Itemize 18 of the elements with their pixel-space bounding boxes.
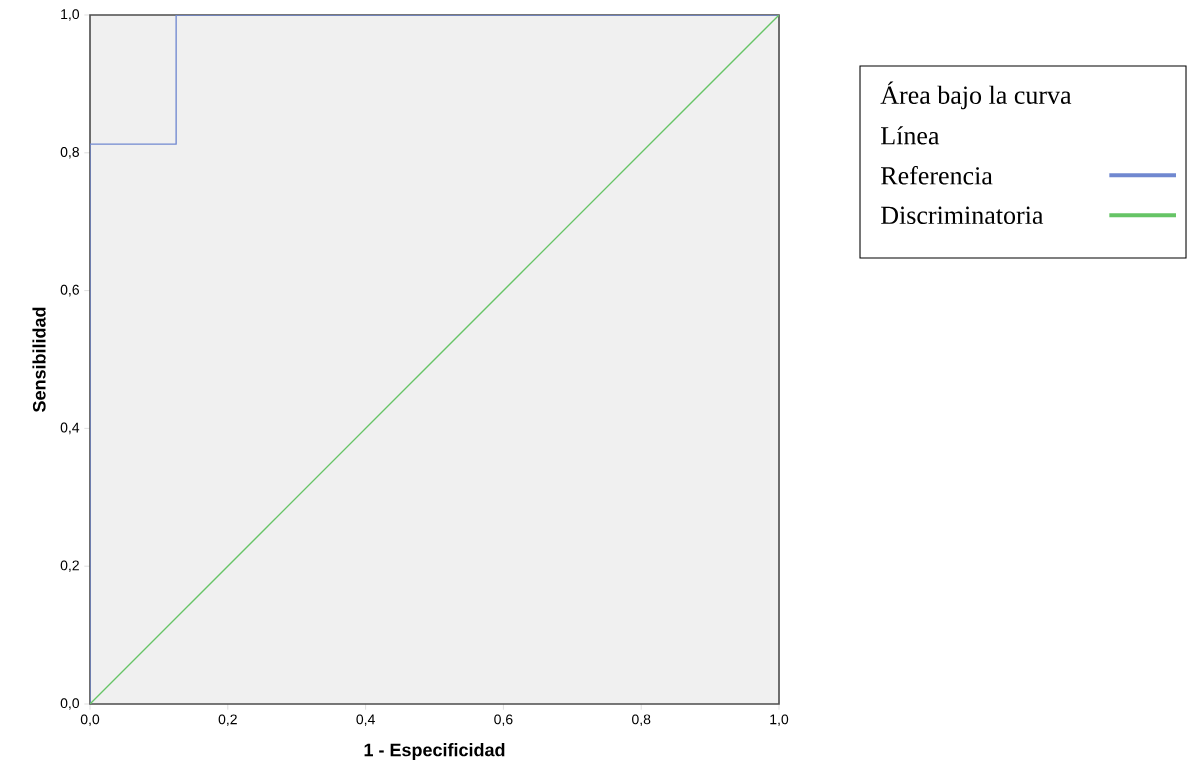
x-tick-label: 0,6 [494,714,513,726]
x-tick-label: 0,8 [632,714,651,726]
x-axis-title: 1 - Especificidad [364,743,505,760]
y-tick-label: 1,0 [61,9,80,21]
x-tick-label: 1,0 [770,714,789,726]
x-tick-label: 0,2 [218,714,237,726]
y-tick-label: 0,2 [60,560,79,572]
x-tick-label: 0,4 [356,714,375,726]
y-tick-label: 0,0 [60,698,80,710]
text: Referencia [881,166,993,185]
y-tick-label: 0,4 [60,422,80,435]
text: Discriminatoria [881,206,1044,225]
y-tick-label: 0,8 [60,147,79,159]
legend-title: Área bajo la curva [880,81,1072,110]
text: Línea [881,126,940,145]
y-tick-label: 0,6 [60,284,79,297]
x-tick-label: 0,0 [80,714,100,726]
y-axis-title: Sensibilidad [32,307,46,412]
